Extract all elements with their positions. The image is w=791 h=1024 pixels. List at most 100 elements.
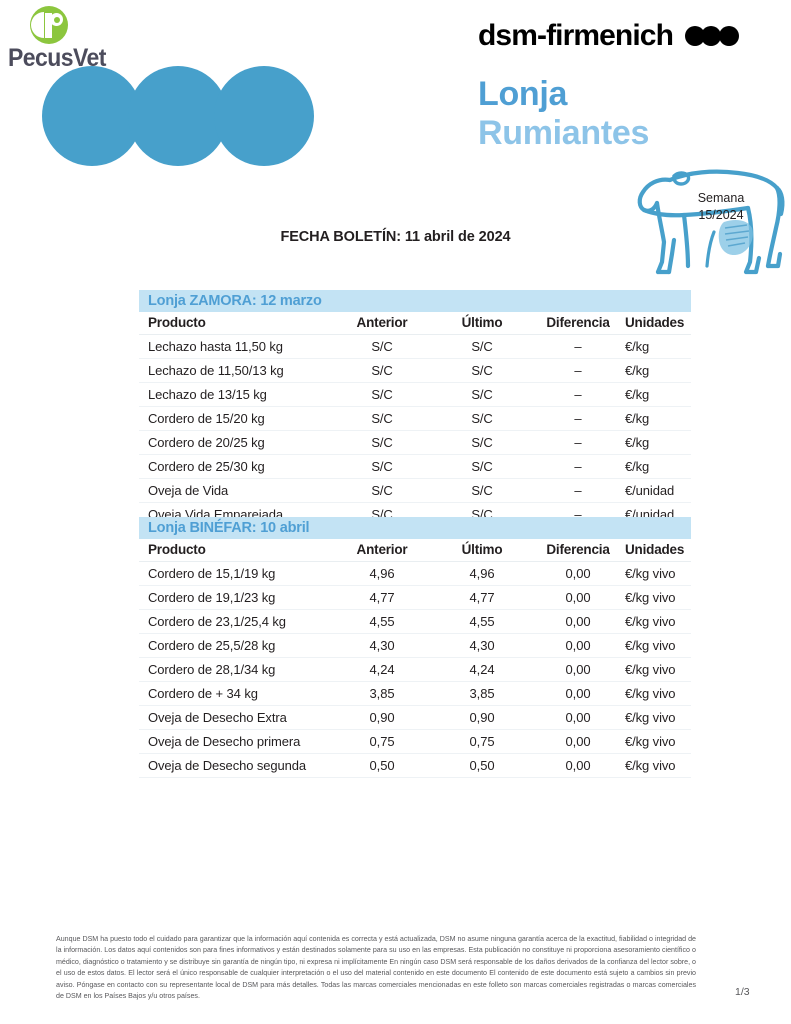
table-row: Oveja de Desecho primera 0,75 0,75 0,00 €/kg… bbox=[139, 729, 691, 754]
blue-circle-1 bbox=[42, 66, 142, 166]
table-row: Oveja de Desecho segunda 0,50 0,50 0,00 €/kg… bbox=[139, 753, 691, 778]
cell-anterior: 4,55 bbox=[332, 609, 432, 634]
cell-ultimo: S/C bbox=[432, 382, 532, 407]
cell-diferencia: 0,00 bbox=[532, 681, 624, 706]
cell-diferencia: 0,00 bbox=[532, 585, 624, 610]
column-header-anterior: Anterior bbox=[332, 312, 432, 335]
cell-ultimo: S/C bbox=[432, 406, 532, 431]
cell-anterior: 4,96 bbox=[332, 561, 432, 586]
table-row: Cordero de 15,1/19 kg 4,96 4,96 0,00 €/kg vi… bbox=[139, 561, 691, 586]
blue-circles-decoration bbox=[42, 66, 332, 166]
cell-diferencia: 0,00 bbox=[532, 705, 624, 730]
pecusvet-logo: PecusVet bbox=[8, 6, 118, 71]
cell-producto: Oveja de Desecho primera bbox=[139, 729, 332, 754]
cell-unidades: €/kg bbox=[624, 382, 691, 407]
cell-producto: Cordero de 19,1/23 kg bbox=[139, 585, 332, 610]
cell-producto: Lechazo de 11,50/13 kg bbox=[139, 358, 332, 383]
cell-ultimo: S/C bbox=[432, 478, 532, 503]
cell-producto: Oveja de Vida bbox=[139, 478, 332, 503]
cell-producto: Oveja de Desecho Extra bbox=[139, 705, 332, 730]
table-header-row: Producto Anterior Último Diferencia Unid… bbox=[139, 312, 691, 335]
cell-unidades: €/kg vivo bbox=[624, 681, 691, 706]
cell-ultimo: S/C bbox=[432, 430, 532, 455]
cell-unidades: €/kg bbox=[624, 334, 691, 359]
section-binefar: Lonja BINÉFAR: 10 abril Producto Anterio… bbox=[139, 517, 691, 778]
page-title: Lonja Rumiantes bbox=[478, 75, 649, 153]
column-header-unidades: Unidades bbox=[624, 539, 691, 562]
cell-diferencia: 0,00 bbox=[532, 657, 624, 682]
three-dots-icon bbox=[685, 26, 740, 46]
cell-producto: Cordero de 20/25 kg bbox=[139, 430, 332, 455]
cell-unidades: €/kg bbox=[624, 358, 691, 383]
table-row: Cordero de 28,1/34 kg 4,24 4,24 0,00 €/kg vi… bbox=[139, 657, 691, 682]
cell-anterior: S/C bbox=[332, 406, 432, 431]
cell-unidades: €/kg vivo bbox=[624, 609, 691, 634]
cell-unidades: €/kg vivo bbox=[624, 585, 691, 610]
column-header-diferencia: Diferencia bbox=[532, 539, 624, 562]
cell-anterior: S/C bbox=[332, 454, 432, 479]
cell-anterior: S/C bbox=[332, 430, 432, 455]
cell-diferencia: – bbox=[532, 382, 624, 407]
cow-illustration-icon: Semana 15/2024 bbox=[628, 162, 786, 280]
dsm-firmenich-wordmark: dsm-firmenich bbox=[478, 19, 674, 52]
cell-ultimo: 4,55 bbox=[432, 609, 532, 634]
cell-ultimo: 3,85 bbox=[432, 681, 532, 706]
cell-ultimo: 4,30 bbox=[432, 633, 532, 658]
table-row: Cordero de 19,1/23 kg 4,77 4,77 0,00 €/kg vi… bbox=[139, 585, 691, 610]
cell-diferencia: – bbox=[532, 334, 624, 359]
cell-anterior: 3,85 bbox=[332, 681, 432, 706]
cell-unidades: €/kg vivo bbox=[624, 729, 691, 754]
cell-ultimo: 0,90 bbox=[432, 705, 532, 730]
cell-anterior: 4,30 bbox=[332, 633, 432, 658]
cell-anterior: 0,90 bbox=[332, 705, 432, 730]
cell-anterior: S/C bbox=[332, 334, 432, 359]
cell-unidades: €/kg bbox=[624, 430, 691, 455]
cell-diferencia: – bbox=[532, 358, 624, 383]
cell-producto: Oveja de Desecho segunda bbox=[139, 753, 332, 778]
table-row: Cordero de 25/30 kg S/C S/C – €/kg bbox=[139, 454, 691, 479]
cell-anterior: S/C bbox=[332, 382, 432, 407]
fecha-boletin: FECHA BOLETÍN: 11 abril de 2024 bbox=[280, 229, 511, 245]
title-lonja: Lonja bbox=[478, 75, 568, 113]
cell-diferencia: 0,00 bbox=[532, 633, 624, 658]
cell-ultimo: 4,24 bbox=[432, 657, 532, 682]
page-number: 1/3 bbox=[735, 986, 750, 998]
cell-anterior: 0,50 bbox=[332, 753, 432, 778]
semana-label: Semana bbox=[697, 191, 745, 205]
table-row: Lechazo de 13/15 kg S/C S/C – €/kg bbox=[139, 382, 691, 407]
table-header-row: Producto Anterior Último Diferencia Unid… bbox=[139, 539, 691, 562]
cell-ultimo: S/C bbox=[432, 454, 532, 479]
section-title-binefar: Lonja BINÉFAR: 10 abril bbox=[139, 517, 691, 539]
table-row: Cordero de + 34 kg 3,85 3,85 0,00 €/kg vivo bbox=[139, 681, 691, 706]
price-table-binefar: Producto Anterior Último Diferencia Unid… bbox=[139, 539, 691, 778]
column-header-anterior: Anterior bbox=[332, 539, 432, 562]
cell-producto: Cordero de 15,1/19 kg bbox=[139, 561, 332, 586]
cell-anterior: S/C bbox=[332, 478, 432, 503]
cell-producto: Cordero de 25,5/28 kg bbox=[139, 633, 332, 658]
table-row: Oveja de Vida S/C S/C – €/unidad bbox=[139, 478, 691, 503]
cell-ultimo: S/C bbox=[432, 334, 532, 359]
cell-anterior: 0,75 bbox=[332, 729, 432, 754]
cell-unidades: €/kg vivo bbox=[624, 561, 691, 586]
dsm-firmenich-logo: dsm-firmenich bbox=[478, 21, 740, 51]
cell-unidades: €/kg vivo bbox=[624, 657, 691, 682]
cell-unidades: €/kg vivo bbox=[624, 633, 691, 658]
table-row: Lechazo hasta 11,50 kg S/C S/C – €/kg bbox=[139, 334, 691, 359]
cell-ultimo: 4,77 bbox=[432, 585, 532, 610]
title-rumiantes: Rumiantes bbox=[478, 113, 650, 152]
cell-producto: Cordero de 15/20 kg bbox=[139, 406, 332, 431]
price-table-zamora: Producto Anterior Último Diferencia Unid… bbox=[139, 312, 691, 527]
cell-anterior: S/C bbox=[332, 358, 432, 383]
cell-diferencia: 0,00 bbox=[532, 561, 624, 586]
cell-diferencia: – bbox=[532, 454, 624, 479]
cell-unidades: €/kg vivo bbox=[624, 705, 691, 730]
section-zamora: Lonja ZAMORA: 12 marzo Producto Anterior… bbox=[139, 290, 691, 527]
cell-unidades: €/unidad bbox=[624, 478, 691, 503]
legal-disclaimer: Aunque DSM ha puesto todo el cuidado par… bbox=[56, 935, 696, 1001]
table-body-zamora: Lechazo hasta 11,50 kg S/C S/C – €/kg Lechazo… bbox=[139, 334, 691, 527]
table-row: Cordero de 15/20 kg S/C S/C – €/kg bbox=[139, 406, 691, 431]
cell-anterior: 4,77 bbox=[332, 585, 432, 610]
cell-unidades: €/kg bbox=[624, 406, 691, 431]
table-row: Cordero de 20/25 kg S/C S/C – €/kg bbox=[139, 430, 691, 455]
